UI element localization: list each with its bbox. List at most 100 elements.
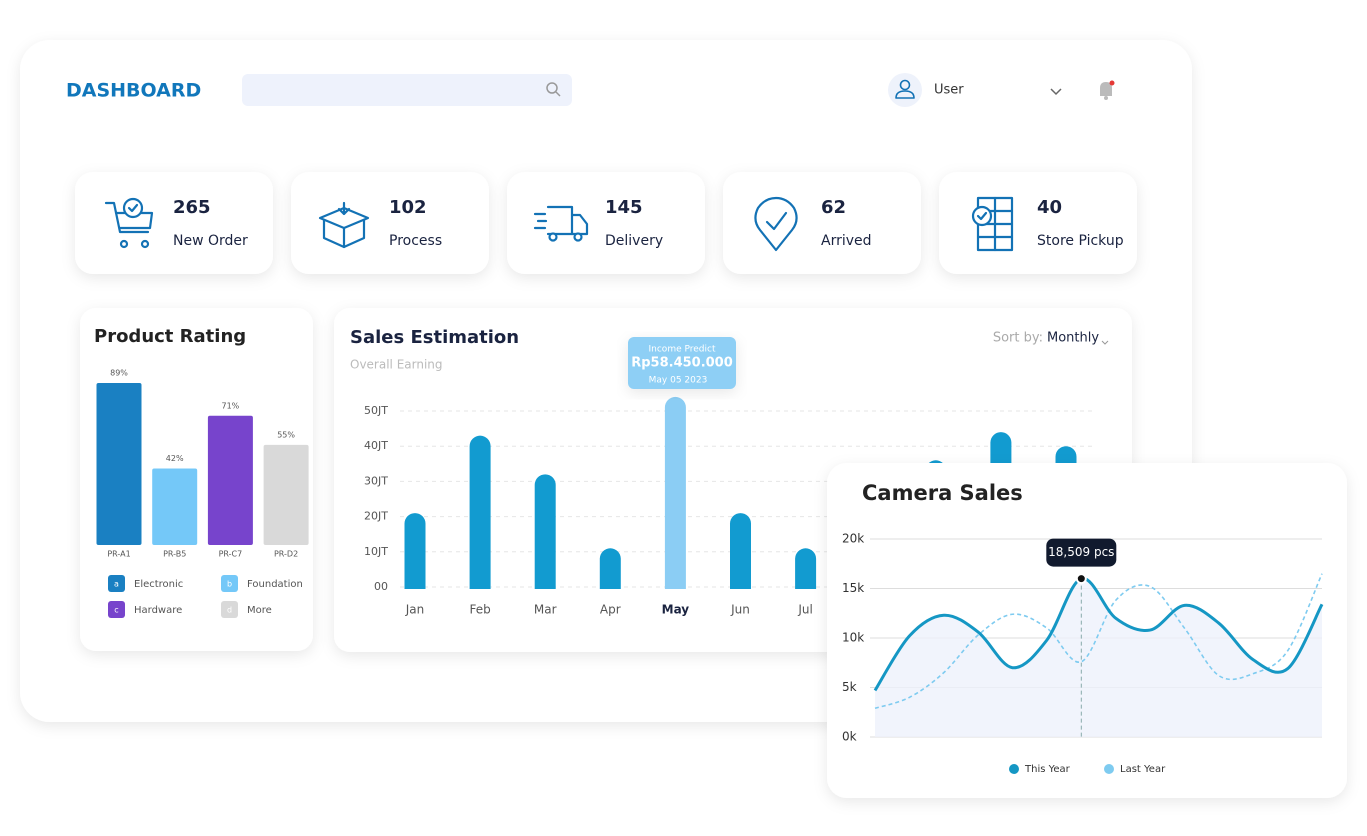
search-box[interactable] — [242, 74, 572, 106]
stat-label: New Order — [173, 233, 248, 249]
bar — [263, 444, 309, 545]
y-tick-label: 40JT — [364, 439, 388, 452]
bar — [730, 513, 751, 589]
y-tick-label: 50JT — [364, 404, 388, 417]
cart-icon — [104, 197, 154, 249]
bar — [404, 513, 426, 589]
sort-value[interactable]: Monthly — [1047, 331, 1099, 346]
stat-label: Delivery — [605, 233, 663, 249]
value-label: 55% — [277, 430, 295, 439]
stat-card — [291, 172, 489, 274]
notification-bell[interactable] — [1100, 80, 1115, 101]
sort-chevron[interactable] — [1101, 340, 1109, 345]
x-tick-label: Jun — [730, 603, 750, 617]
tooltip-box — [628, 337, 736, 389]
legend-label: Last Year — [1120, 764, 1166, 775]
bar — [599, 548, 621, 589]
stat-label: Store Pickup — [1037, 233, 1124, 249]
legend-swatch — [1104, 764, 1114, 774]
legend-swatch — [221, 575, 238, 592]
store-icon — [971, 196, 1014, 252]
value-label: 71% — [222, 401, 240, 410]
avatar-icon — [895, 79, 915, 99]
x-tick-label: Feb — [469, 603, 490, 617]
x-tick-label: Apr — [600, 603, 621, 617]
tooltip-title: Income Predict — [649, 345, 716, 355]
legend-label: More — [247, 605, 272, 616]
stat-label: Process — [389, 233, 442, 249]
rating-chart: 89% PR-A1 42% PR-B5 71% PR-C7 55% PR-D2 a Electro… — [96, 369, 309, 618]
bar — [207, 415, 253, 545]
stat-value: 40 — [1037, 197, 1062, 218]
legend-key: c — [114, 606, 118, 615]
highlight-point — [1075, 573, 1087, 585]
legend-key: a — [114, 580, 119, 589]
stat-card — [75, 172, 273, 274]
line — [874, 573, 1323, 710]
stat-label: Arrived — [821, 233, 872, 249]
line — [873, 577, 1324, 692]
chart-title: Camera Sales — [862, 481, 1023, 505]
y-tick-label: 15k — [842, 581, 864, 595]
bar — [795, 548, 817, 589]
y-tick-label: 10k — [842, 631, 864, 645]
tooltip-text: 18,509 pcs — [1048, 545, 1114, 559]
legend-key: d — [227, 606, 232, 615]
y-tick-label: 30JT — [364, 474, 388, 487]
legend-key: b — [227, 580, 232, 589]
location-icon — [754, 196, 798, 252]
legend-label: Foundation — [247, 579, 303, 590]
bar — [664, 396, 686, 589]
legend-swatch — [221, 601, 238, 618]
tooltip-box — [1046, 538, 1117, 567]
x-tick-label: PR-B5 — [163, 550, 186, 559]
bar — [534, 474, 556, 589]
chart-title: Sales Estimation — [350, 327, 519, 348]
y-tick-label: 10JT — [364, 545, 388, 558]
stat-value: 265 — [173, 197, 211, 218]
income-tooltip: Income Predict Rp58.450.000 May 05 2023 — [628, 337, 736, 389]
search-icon — [546, 82, 561, 97]
legend-swatch — [108, 575, 125, 592]
chart-subtitle: Overall Earning — [350, 358, 443, 372]
legend-label: Hardware — [134, 605, 182, 616]
stats-row: 265 New Order 102 Process 145 Delivery 62 Arriv… — [75, 172, 1137, 274]
x-tick-label: PR-D2 — [274, 550, 298, 559]
legend-label: Electronic — [134, 579, 183, 590]
user-menu-chevron[interactable] — [1050, 88, 1062, 96]
x-tick-label: PR-A1 — [107, 550, 130, 559]
user-name[interactable]: User — [934, 83, 964, 98]
bar — [469, 435, 491, 589]
y-tick-label: 0k — [842, 730, 857, 744]
value-label: 89% — [110, 369, 128, 378]
sort-label: Sort by: — [993, 331, 1043, 346]
x-tick-label: PR-C7 — [219, 550, 243, 559]
bar — [152, 468, 198, 545]
truck-icon — [533, 205, 589, 242]
x-tick-label: Jan — [405, 603, 425, 617]
stat-card — [507, 172, 705, 274]
y-tick-label: 5k — [842, 680, 857, 694]
stat-value: 102 — [389, 197, 427, 218]
x-tick-label: May — [662, 603, 690, 617]
stat-card — [939, 172, 1137, 274]
camera-chart: 0k 5k 10k 15k 20k 18,509 pcs This Year Last Yea… — [842, 532, 1324, 775]
stat-value: 145 — [605, 197, 643, 218]
y-tick-label: 20JT — [364, 510, 388, 523]
box-icon — [318, 201, 370, 249]
x-tick-label: Mar — [534, 603, 557, 617]
value-label: 42% — [166, 454, 184, 463]
chart-title: Product Rating — [94, 326, 246, 347]
stat-card — [723, 172, 921, 274]
legend-swatch — [108, 601, 125, 618]
y-tick-label: 00 — [374, 580, 388, 593]
x-tick-label: Jul — [797, 603, 812, 617]
y-tick-label: 20k — [842, 532, 864, 546]
app-title: DASHBOARD — [66, 80, 201, 102]
legend-swatch — [1009, 764, 1019, 774]
legend-label: This Year — [1024, 764, 1071, 775]
tooltip-date: May 05 2023 — [649, 376, 708, 386]
bar — [96, 383, 142, 545]
